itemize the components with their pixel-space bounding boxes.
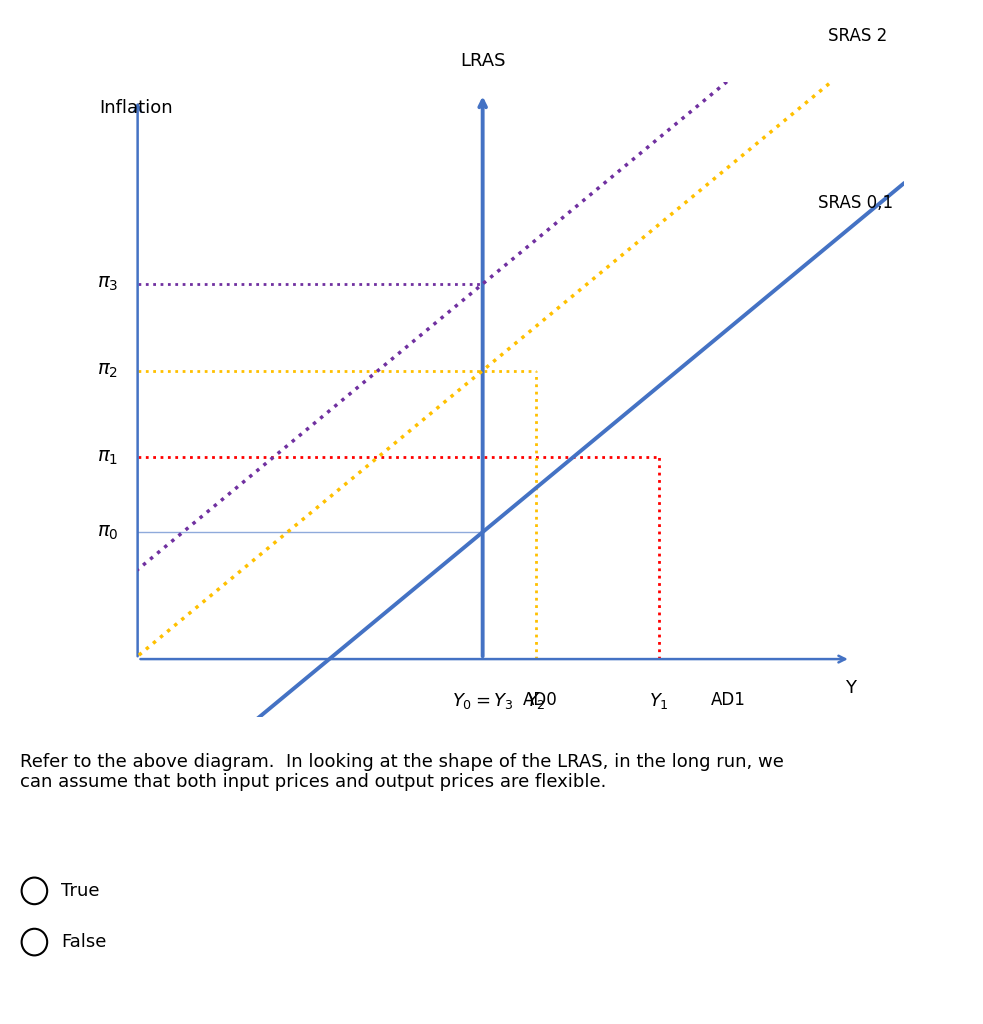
Text: SRAS 2: SRAS 2 [828,28,887,45]
Text: Refer to the above diagram.  In looking at the shape of the LRAS, in the long ru: Refer to the above diagram. In looking a… [20,753,783,792]
Text: LRAS: LRAS [460,52,505,71]
Text: $Y_2$: $Y_2$ [527,691,547,711]
Text: AD1: AD1 [711,691,745,709]
Text: $\pi_2$: $\pi_2$ [97,361,119,380]
Text: SRAS 0,1: SRAS 0,1 [818,195,893,212]
Text: $Y_0 = Y_3$: $Y_0 = Y_3$ [452,691,513,711]
Text: $\pi_3$: $\pi_3$ [97,274,119,294]
Text: False: False [61,933,106,951]
Text: $Y_1$: $Y_1$ [649,691,669,711]
Text: Y: Y [845,679,856,697]
Text: AD0: AD0 [523,691,557,709]
Text: $\pi_0$: $\pi_0$ [97,522,119,542]
Text: $\pi_1$: $\pi_1$ [97,447,119,467]
Text: True: True [61,882,99,900]
Text: Inflation: Inflation [99,99,173,117]
